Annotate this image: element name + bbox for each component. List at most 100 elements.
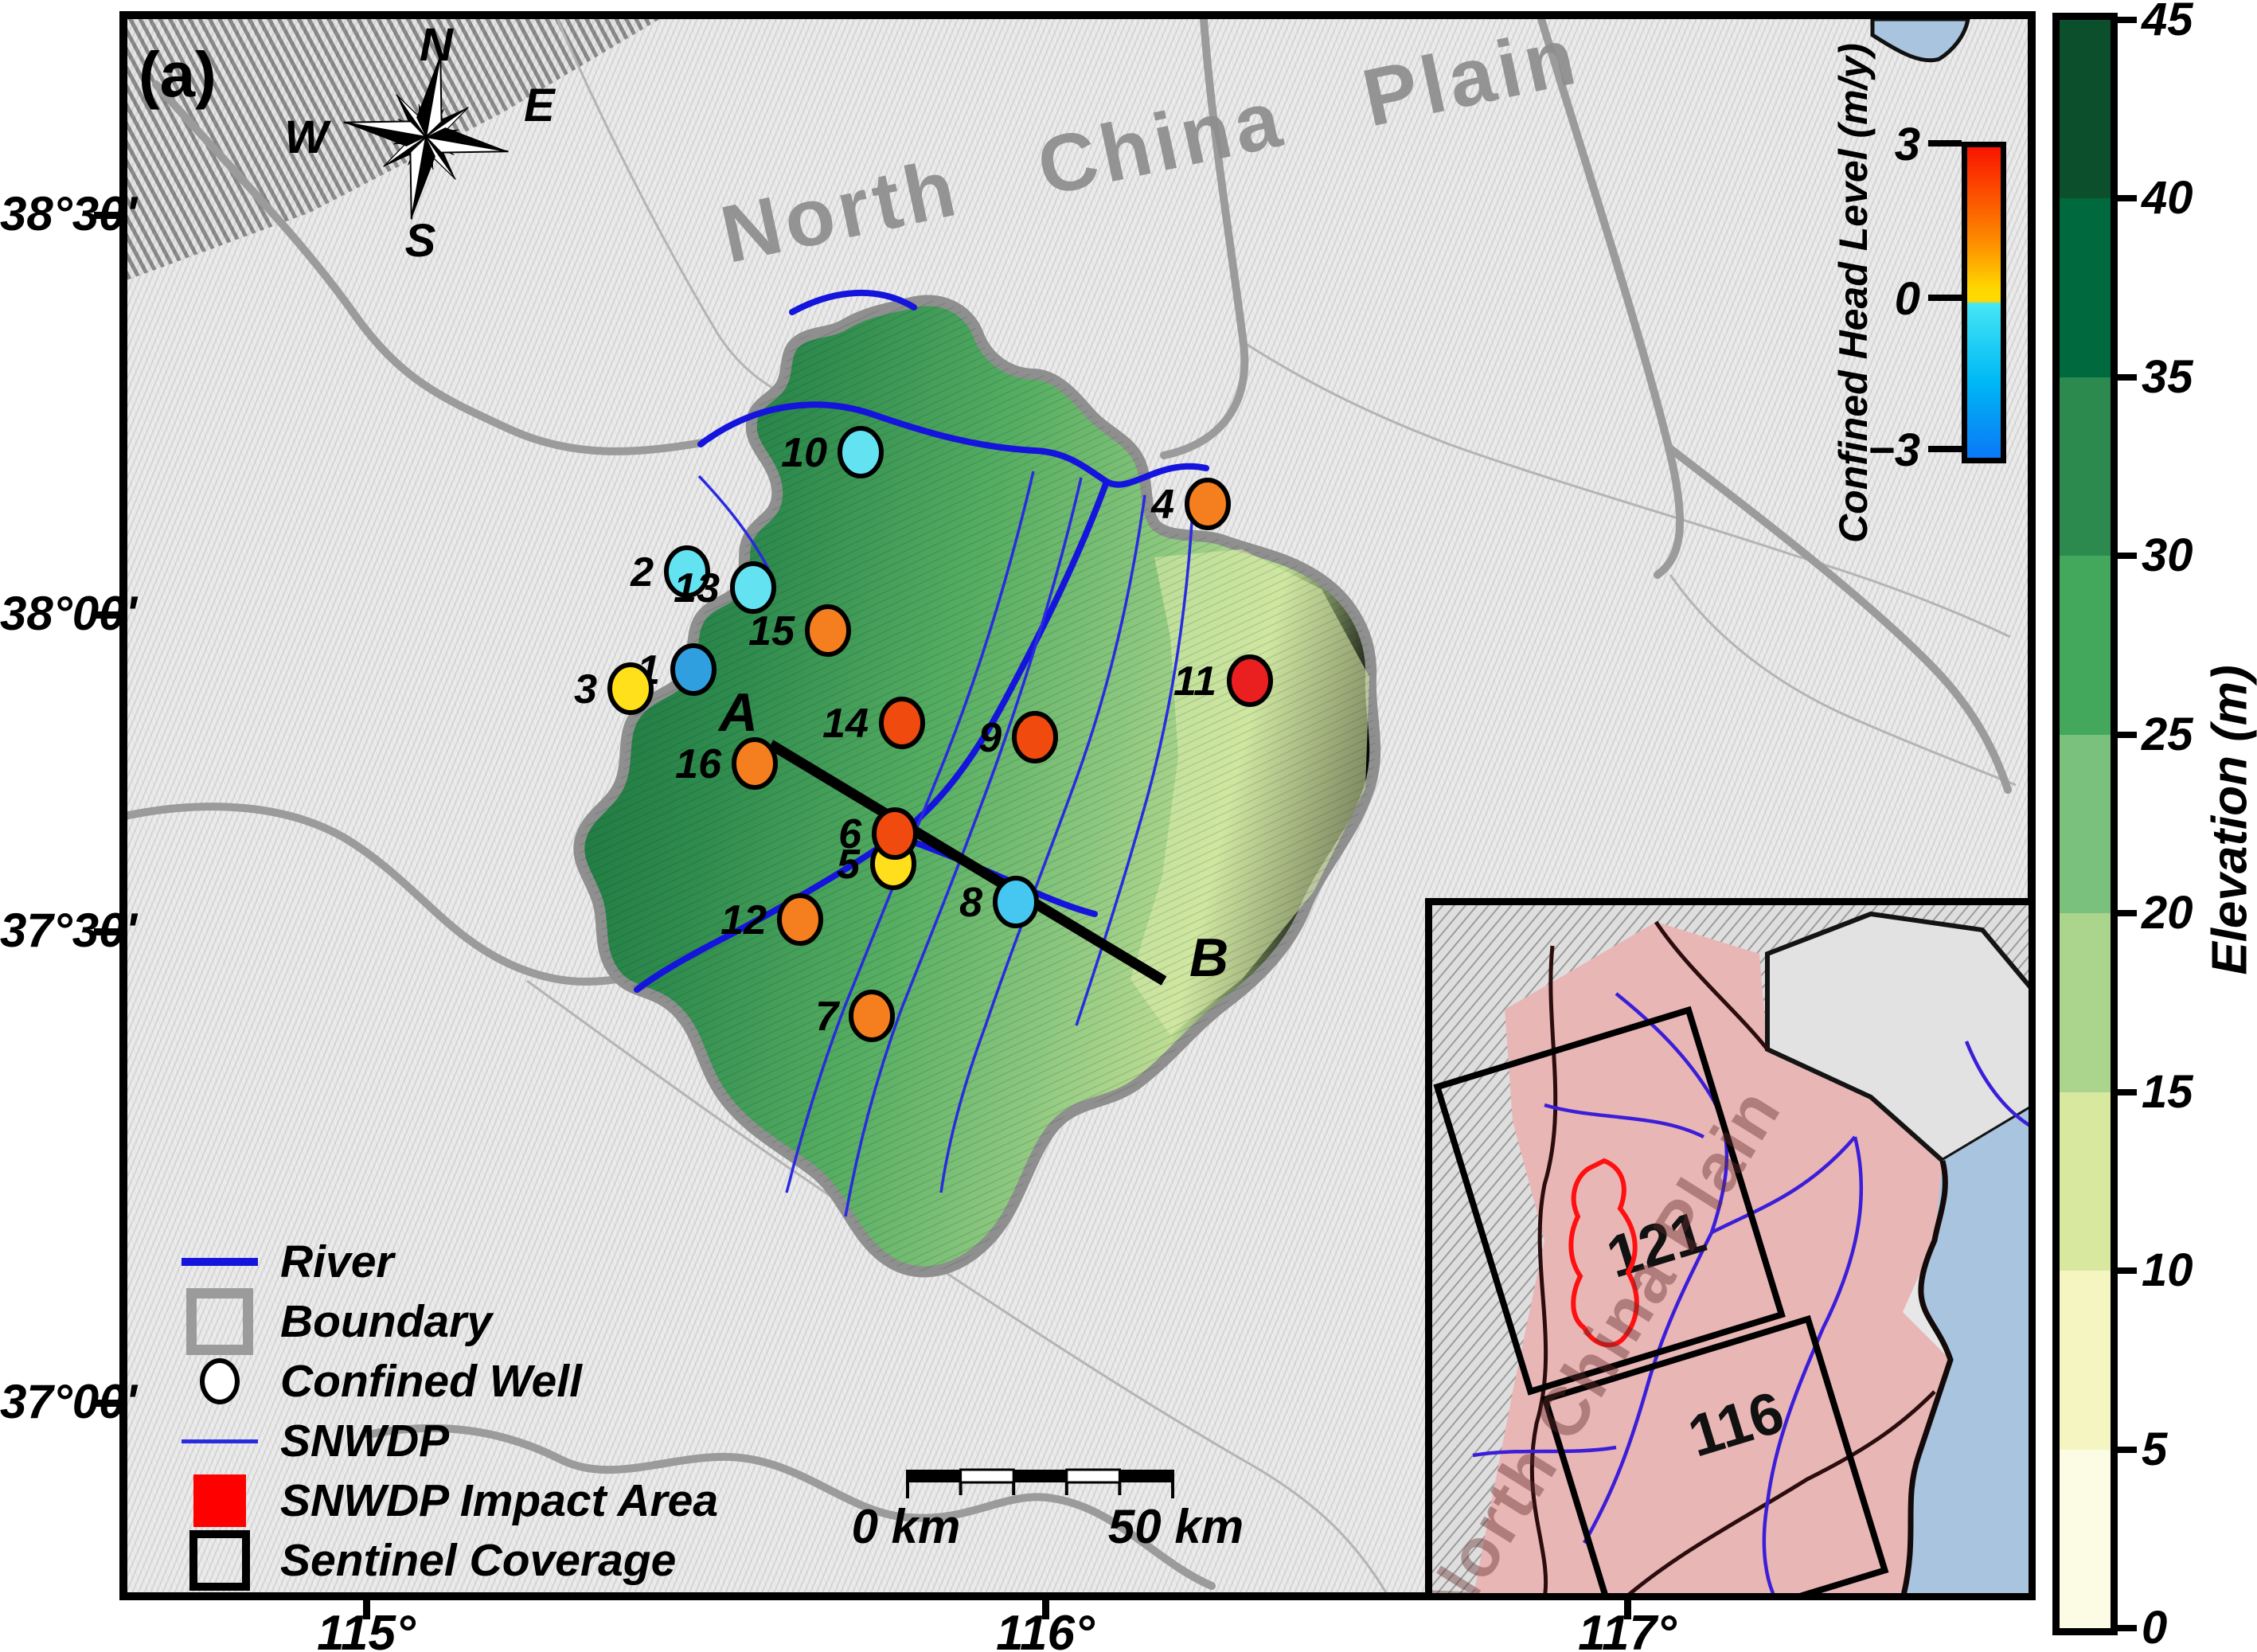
- ytick-label: 37°00': [0, 1375, 137, 1428]
- elevation-band-2: [2060, 377, 2111, 557]
- xtick-label: 117°: [1578, 1606, 1677, 1652]
- elev-tick-label: 25: [2142, 708, 2193, 760]
- xtick-label: 116°: [996, 1606, 1095, 1652]
- elevation-band-0: [2060, 20, 2111, 199]
- head-level-colorbar: [1962, 142, 2006, 463]
- inset-impact-area: [1474, 922, 1950, 1593]
- elev-tick-label: 20: [2142, 887, 2193, 939]
- compass-rose: N E S W: [284, 19, 556, 267]
- compass-s: S: [405, 215, 436, 267]
- basin-texture: [579, 300, 1376, 1272]
- ytick-mark-37°00': [94, 1400, 121, 1407]
- elevation-band-8: [2060, 1449, 2111, 1628]
- well-swatch: [200, 1358, 240, 1404]
- ytick-mark-38°30': [94, 212, 121, 219]
- elev-tick-label: 5: [2142, 1423, 2168, 1475]
- inset-boundaries: [1529, 920, 1936, 1593]
- ytick-label: 38°30': [0, 187, 137, 240]
- compass-w: W: [284, 111, 331, 163]
- well-marker-13: [730, 561, 776, 614]
- elev-tick-mark-10: [2116, 1267, 2137, 1275]
- sentinel-frame-121: [1433, 1006, 1786, 1396]
- elev-tick-mark-5: [2116, 1446, 2137, 1453]
- elev-tick-mark-25: [2116, 731, 2137, 738]
- ytick-mark-38°00': [94, 611, 121, 619]
- well-label-2: 2: [630, 549, 654, 596]
- inset-canvas: 121 116 North China Plain: [1432, 905, 2029, 1593]
- elev-tick-label: 35: [2142, 350, 2193, 403]
- elevation-band-7: [2060, 1271, 2111, 1450]
- well-marker-9: [1012, 711, 1058, 764]
- head-colorbar-title: Confined Head Level (m/y): [1831, 43, 1876, 543]
- legend-label: SNWDP: [280, 1416, 450, 1466]
- elev-tick-mark-30: [2116, 553, 2137, 560]
- xtick-mark-117°: [1624, 1597, 1631, 1619]
- legend-label: Boundary: [280, 1296, 493, 1347]
- well-marker-2: [664, 545, 710, 598]
- main-map: A B 1 2 3 4 5 6 7 8 9 10 11 12 13 14 15 16 N E S W: [119, 11, 2036, 1600]
- well-label-3: 3: [574, 666, 597, 713]
- legend: River Boundary Confined Well SNWDP SNWDP Imp…: [180, 1236, 718, 1591]
- well-marker-14: [879, 697, 925, 749]
- head-tick-label-neg3: −3: [1867, 424, 1920, 476]
- elev-tick-mark-20: [2116, 910, 2137, 917]
- elevation-band-4: [2060, 734, 2111, 914]
- sentinel-frame-116: [1541, 1314, 1889, 1593]
- well-label-7: 7: [815, 994, 840, 1040]
- panel-label: (a): [139, 39, 217, 110]
- head-tick-0: [1928, 295, 1962, 301]
- elev-tick-label: 0: [2142, 1602, 2168, 1652]
- inset-coastline: [1900, 1160, 1954, 1593]
- well-marker-1: [670, 643, 717, 696]
- head-tick-3: [1928, 140, 1962, 146]
- profile-line-ab: A B: [717, 682, 1228, 988]
- elevation-colorbar-title: Elevation (m): [2202, 665, 2257, 975]
- elev-tick-label: 15: [2142, 1065, 2193, 1118]
- well-label-9: 9: [978, 715, 1002, 761]
- river-swatch: [182, 1258, 258, 1266]
- legend-item-impact: SNWDP Impact Area: [180, 1474, 718, 1527]
- well-label-10: 10: [781, 430, 827, 476]
- legend-label: SNWDP Impact Area: [280, 1475, 719, 1526]
- elev-tick-mark-45: [2116, 17, 2137, 23]
- well-marker-4: [1185, 478, 1231, 530]
- elev-tick-mark-0: [2116, 1625, 2137, 1631]
- legend-item-well: Confined Well: [180, 1355, 718, 1408]
- legend-item-snwdp: SNWDP: [180, 1415, 718, 1467]
- scale-bar: 0 km 50 km: [852, 1468, 1244, 1553]
- inset-sea: [1904, 1109, 2029, 1593]
- ytick-label: 37°30': [0, 904, 137, 957]
- well-marker-11: [1227, 654, 1273, 707]
- well-label-15: 15: [748, 608, 795, 654]
- compass-e: E: [524, 80, 556, 131]
- well-label-5: 5: [837, 842, 861, 888]
- inset-study-area-outline: [1568, 1158, 1639, 1348]
- legend-label: Confined Well: [280, 1356, 582, 1407]
- elevation-colorbar: [2052, 13, 2118, 1635]
- bohai-bay-patch: [1870, 19, 1970, 63]
- well-label-13: 13: [674, 565, 720, 611]
- profile-label-a: A: [717, 682, 758, 743]
- legend-label: River: [280, 1236, 394, 1287]
- study-basin: [573, 295, 1381, 1278]
- head-tick-label-3: 3: [1894, 119, 1920, 170]
- elev-tick-label: 30: [2142, 529, 2193, 582]
- elev-tick-mark-35: [2116, 373, 2137, 381]
- well-label-14: 14: [822, 701, 869, 747]
- well-marker-7: [849, 990, 895, 1042]
- head-tick-neg3: [1928, 446, 1962, 452]
- xtick-mark-115°: [363, 1597, 370, 1619]
- snwdp-swatch: [182, 1439, 258, 1443]
- elev-tick-label: 40: [2142, 172, 2193, 225]
- ytick-mark-37°30': [94, 928, 121, 935]
- legend-label: Sentinel Coverage: [280, 1535, 677, 1586]
- scale-end-label: 50 km: [1108, 1500, 1244, 1553]
- elev-tick-mark-40: [2116, 195, 2137, 202]
- head-tick-label-0: 0: [1894, 273, 1920, 325]
- xtick-label: 115°: [317, 1606, 416, 1652]
- elevation-band-6: [2060, 1092, 2111, 1271]
- well-marker-10: [838, 426, 884, 478]
- sentinel-swatch: [189, 1530, 250, 1591]
